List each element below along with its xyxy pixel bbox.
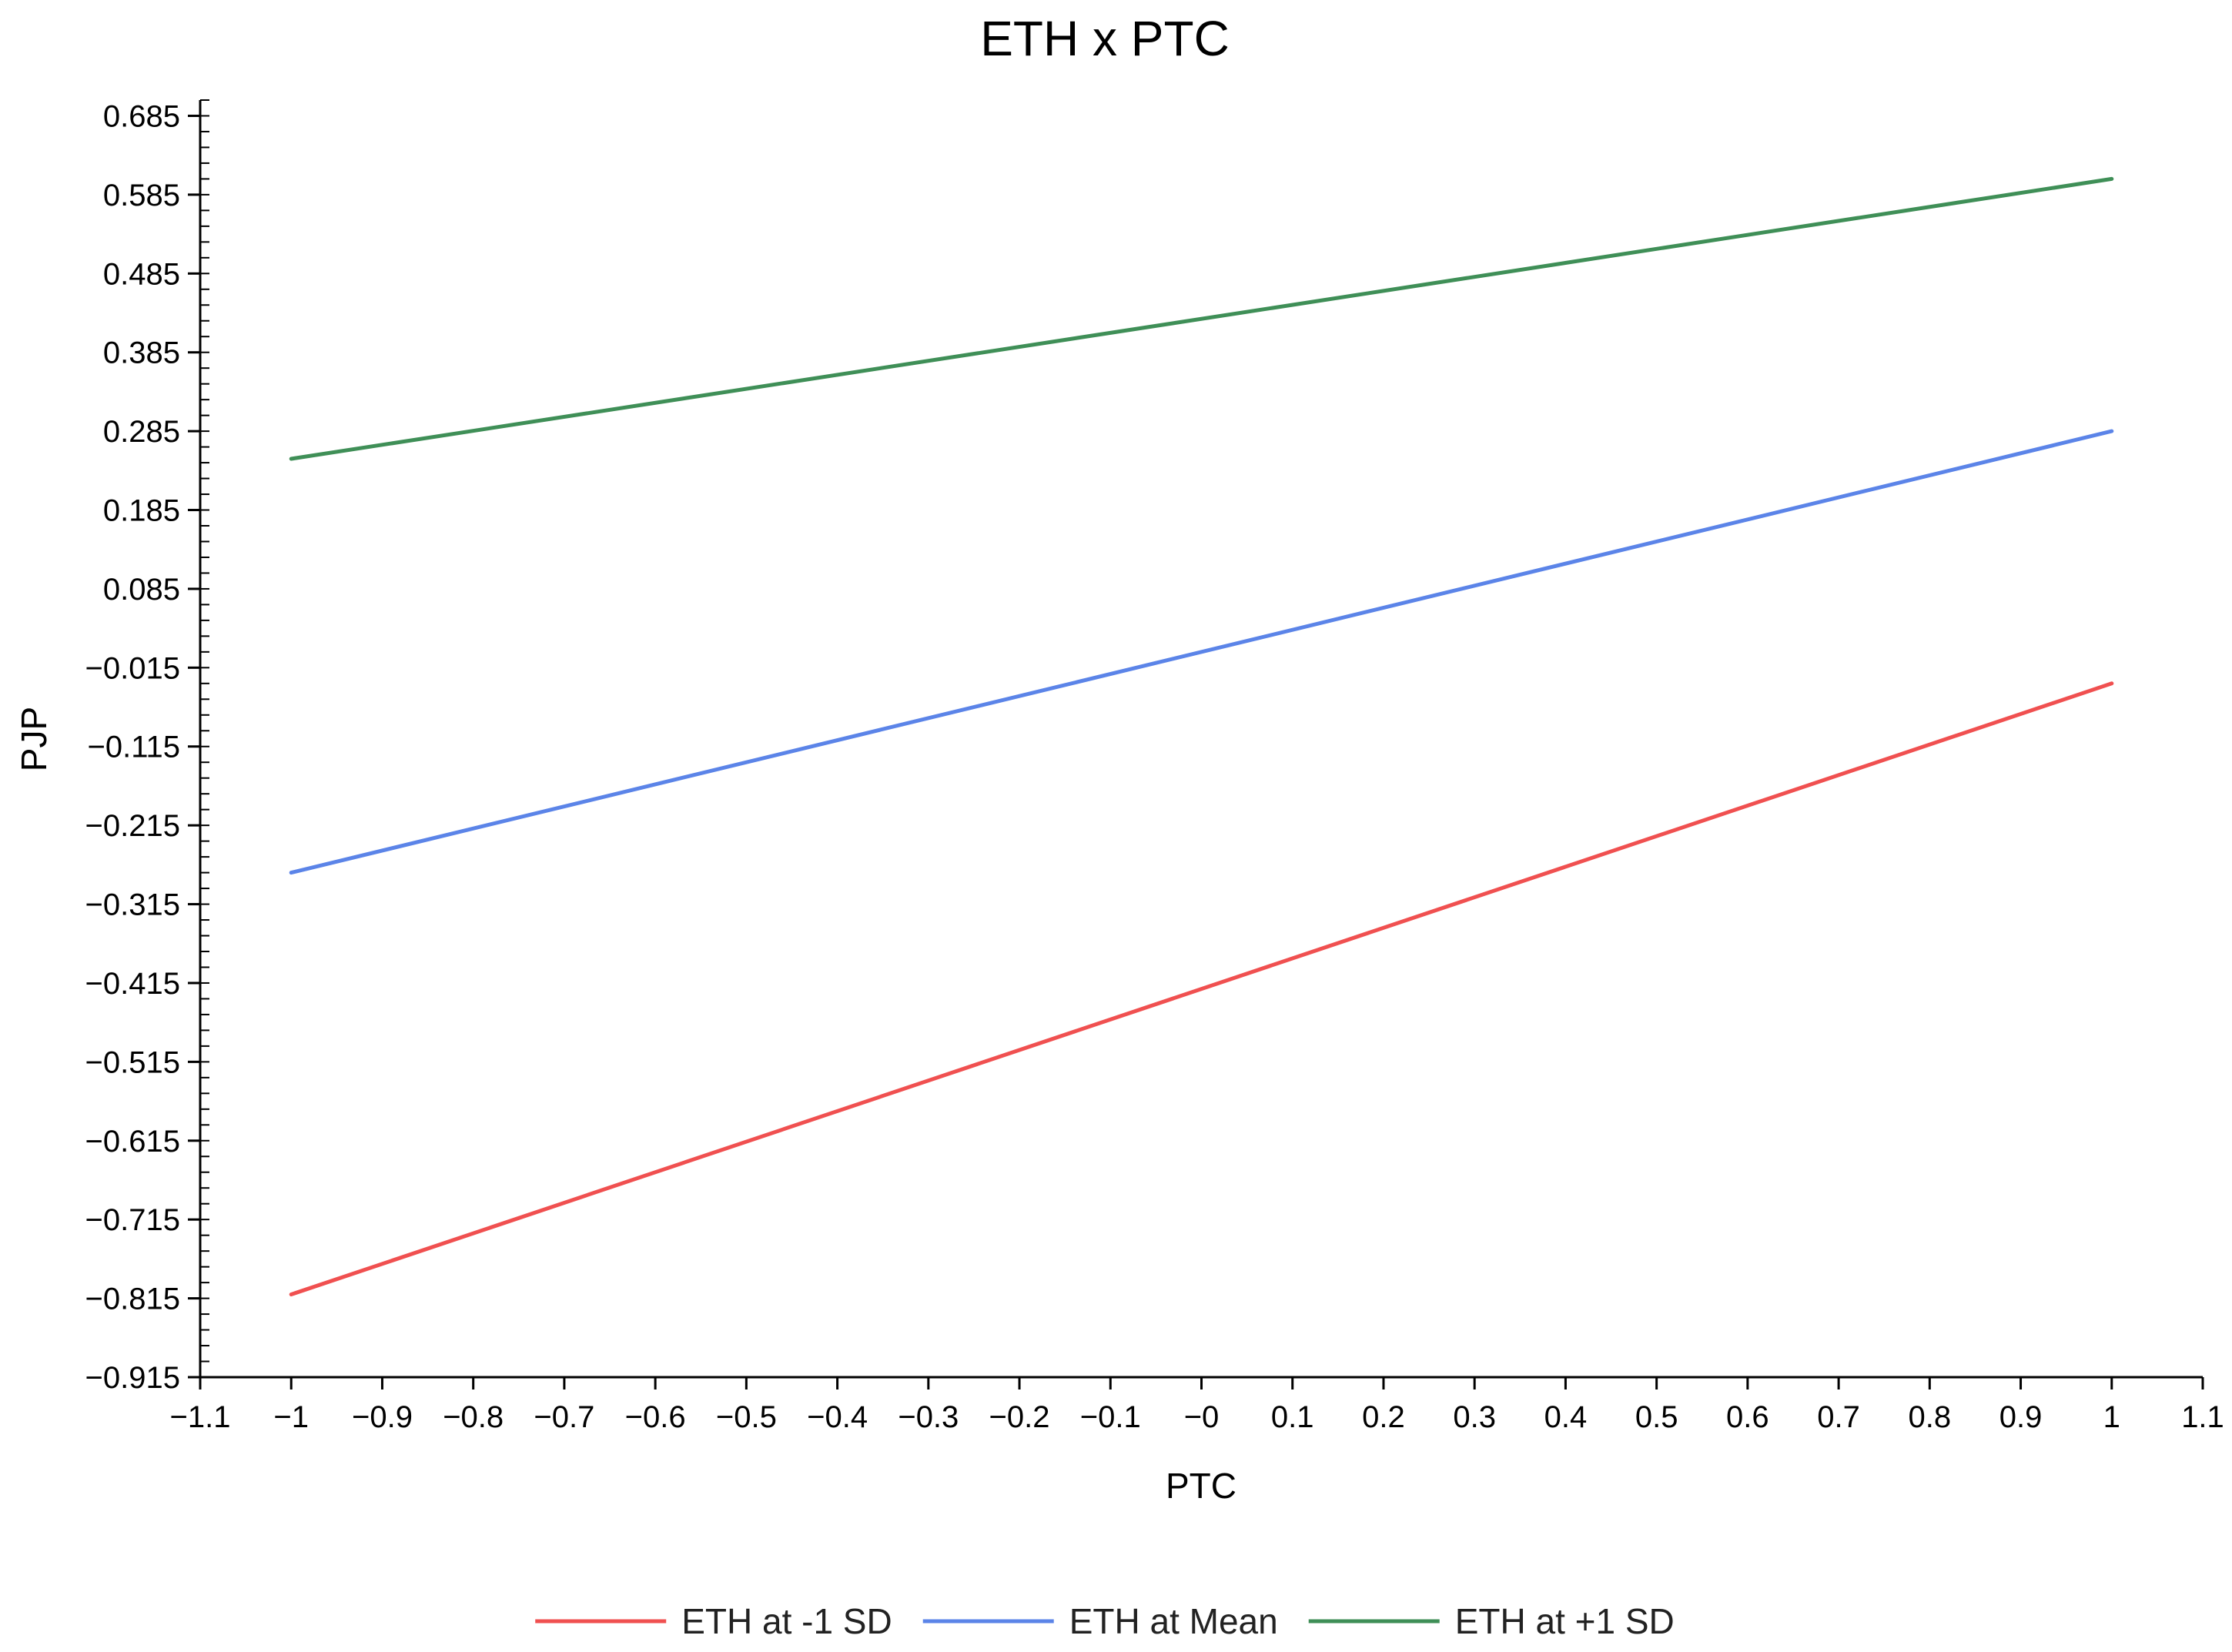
x-tick-label: −0.3: [898, 1400, 959, 1434]
series-line-3: [289, 176, 2114, 461]
x-tick-label: −1.1: [170, 1400, 231, 1434]
x-tick-label: −0.4: [807, 1400, 868, 1434]
x-tick-label: −1: [273, 1400, 309, 1434]
y-tick-label: −0.015: [85, 651, 180, 685]
x-tick-label: −0.9: [352, 1400, 413, 1434]
chart-title: ETH x PTC: [980, 11, 1230, 66]
x-tick-label: 0.9: [1999, 1400, 2043, 1434]
y-tick-label: −0.115: [88, 731, 181, 764]
x-tick-label: 0.5: [1635, 1400, 1678, 1434]
y-tick-label: 0.485: [103, 257, 180, 291]
y-tick-label: 0.385: [103, 336, 180, 370]
y-tick-label: −0.615: [85, 1125, 180, 1159]
legend: ETH at -1 SD ETH at Mean ETH at +1 SD: [535, 1601, 1675, 1641]
x-tick-label: −0.2: [989, 1400, 1050, 1434]
x-axis-ticks: −1.1 −1 −0.9 −0.8 −0.7 −0.6 −0.5 −0.4 −0.3 −0.2 −0…: [170, 1377, 2224, 1434]
x-tick-label: 0.3: [1453, 1400, 1496, 1434]
x-tick-label: 1.1: [2181, 1400, 2224, 1434]
y-tick-label: −0.415: [85, 967, 180, 1001]
x-tick-label: 0.6: [1726, 1400, 1769, 1434]
y-tick-label: 0.185: [103, 494, 180, 528]
legend-label-1: ETH at -1 SD: [681, 1601, 892, 1641]
legend-label-3: ETH at +1 SD: [1455, 1601, 1675, 1641]
series-lines: [289, 176, 2114, 1296]
x-axis-title: PTC: [1166, 1466, 1236, 1506]
legend-label-2: ETH at Mean: [1069, 1601, 1278, 1641]
y-tick-label: −0.915: [85, 1361, 180, 1395]
y-tick-label: −0.315: [85, 888, 180, 922]
x-tick-label: −0.6: [625, 1400, 686, 1434]
y-tick-label: 0.085: [103, 573, 180, 607]
series-line-1: [289, 681, 2114, 1296]
x-tick-label: 1: [2103, 1400, 2120, 1434]
y-tick-label: −0.515: [85, 1045, 180, 1079]
x-tick-label: 0.2: [1362, 1400, 1405, 1434]
y-tick-label: 0.685: [103, 99, 180, 133]
y-tick-label: −0.715: [85, 1203, 180, 1237]
y-tick-label: 0.585: [103, 179, 180, 212]
series-line-2: [289, 429, 2114, 875]
x-tick-label: 0.4: [1544, 1400, 1588, 1434]
x-tick-label: 0.7: [1817, 1400, 1860, 1434]
y-tick-label: −0.215: [85, 809, 180, 843]
axes: [199, 100, 2203, 1379]
x-tick-label: −0.1: [1080, 1400, 1141, 1434]
x-tick-label: −0.7: [534, 1400, 594, 1434]
x-tick-label: −0: [1184, 1400, 1220, 1434]
x-tick-label: −0.8: [443, 1400, 504, 1434]
y-tick-label: −0.815: [85, 1282, 180, 1316]
y-axis-ticks: 0.685 0.585 0.485 0.385 0.285 0.185 0.085 −0.01…: [85, 99, 209, 1395]
y-tick-label: 0.285: [103, 415, 180, 449]
y-axis-title: PJP: [14, 707, 54, 771]
x-tick-label: 0.1: [1271, 1400, 1314, 1434]
x-tick-label: 0.8: [1909, 1400, 1952, 1434]
x-tick-label: −0.5: [716, 1400, 777, 1434]
